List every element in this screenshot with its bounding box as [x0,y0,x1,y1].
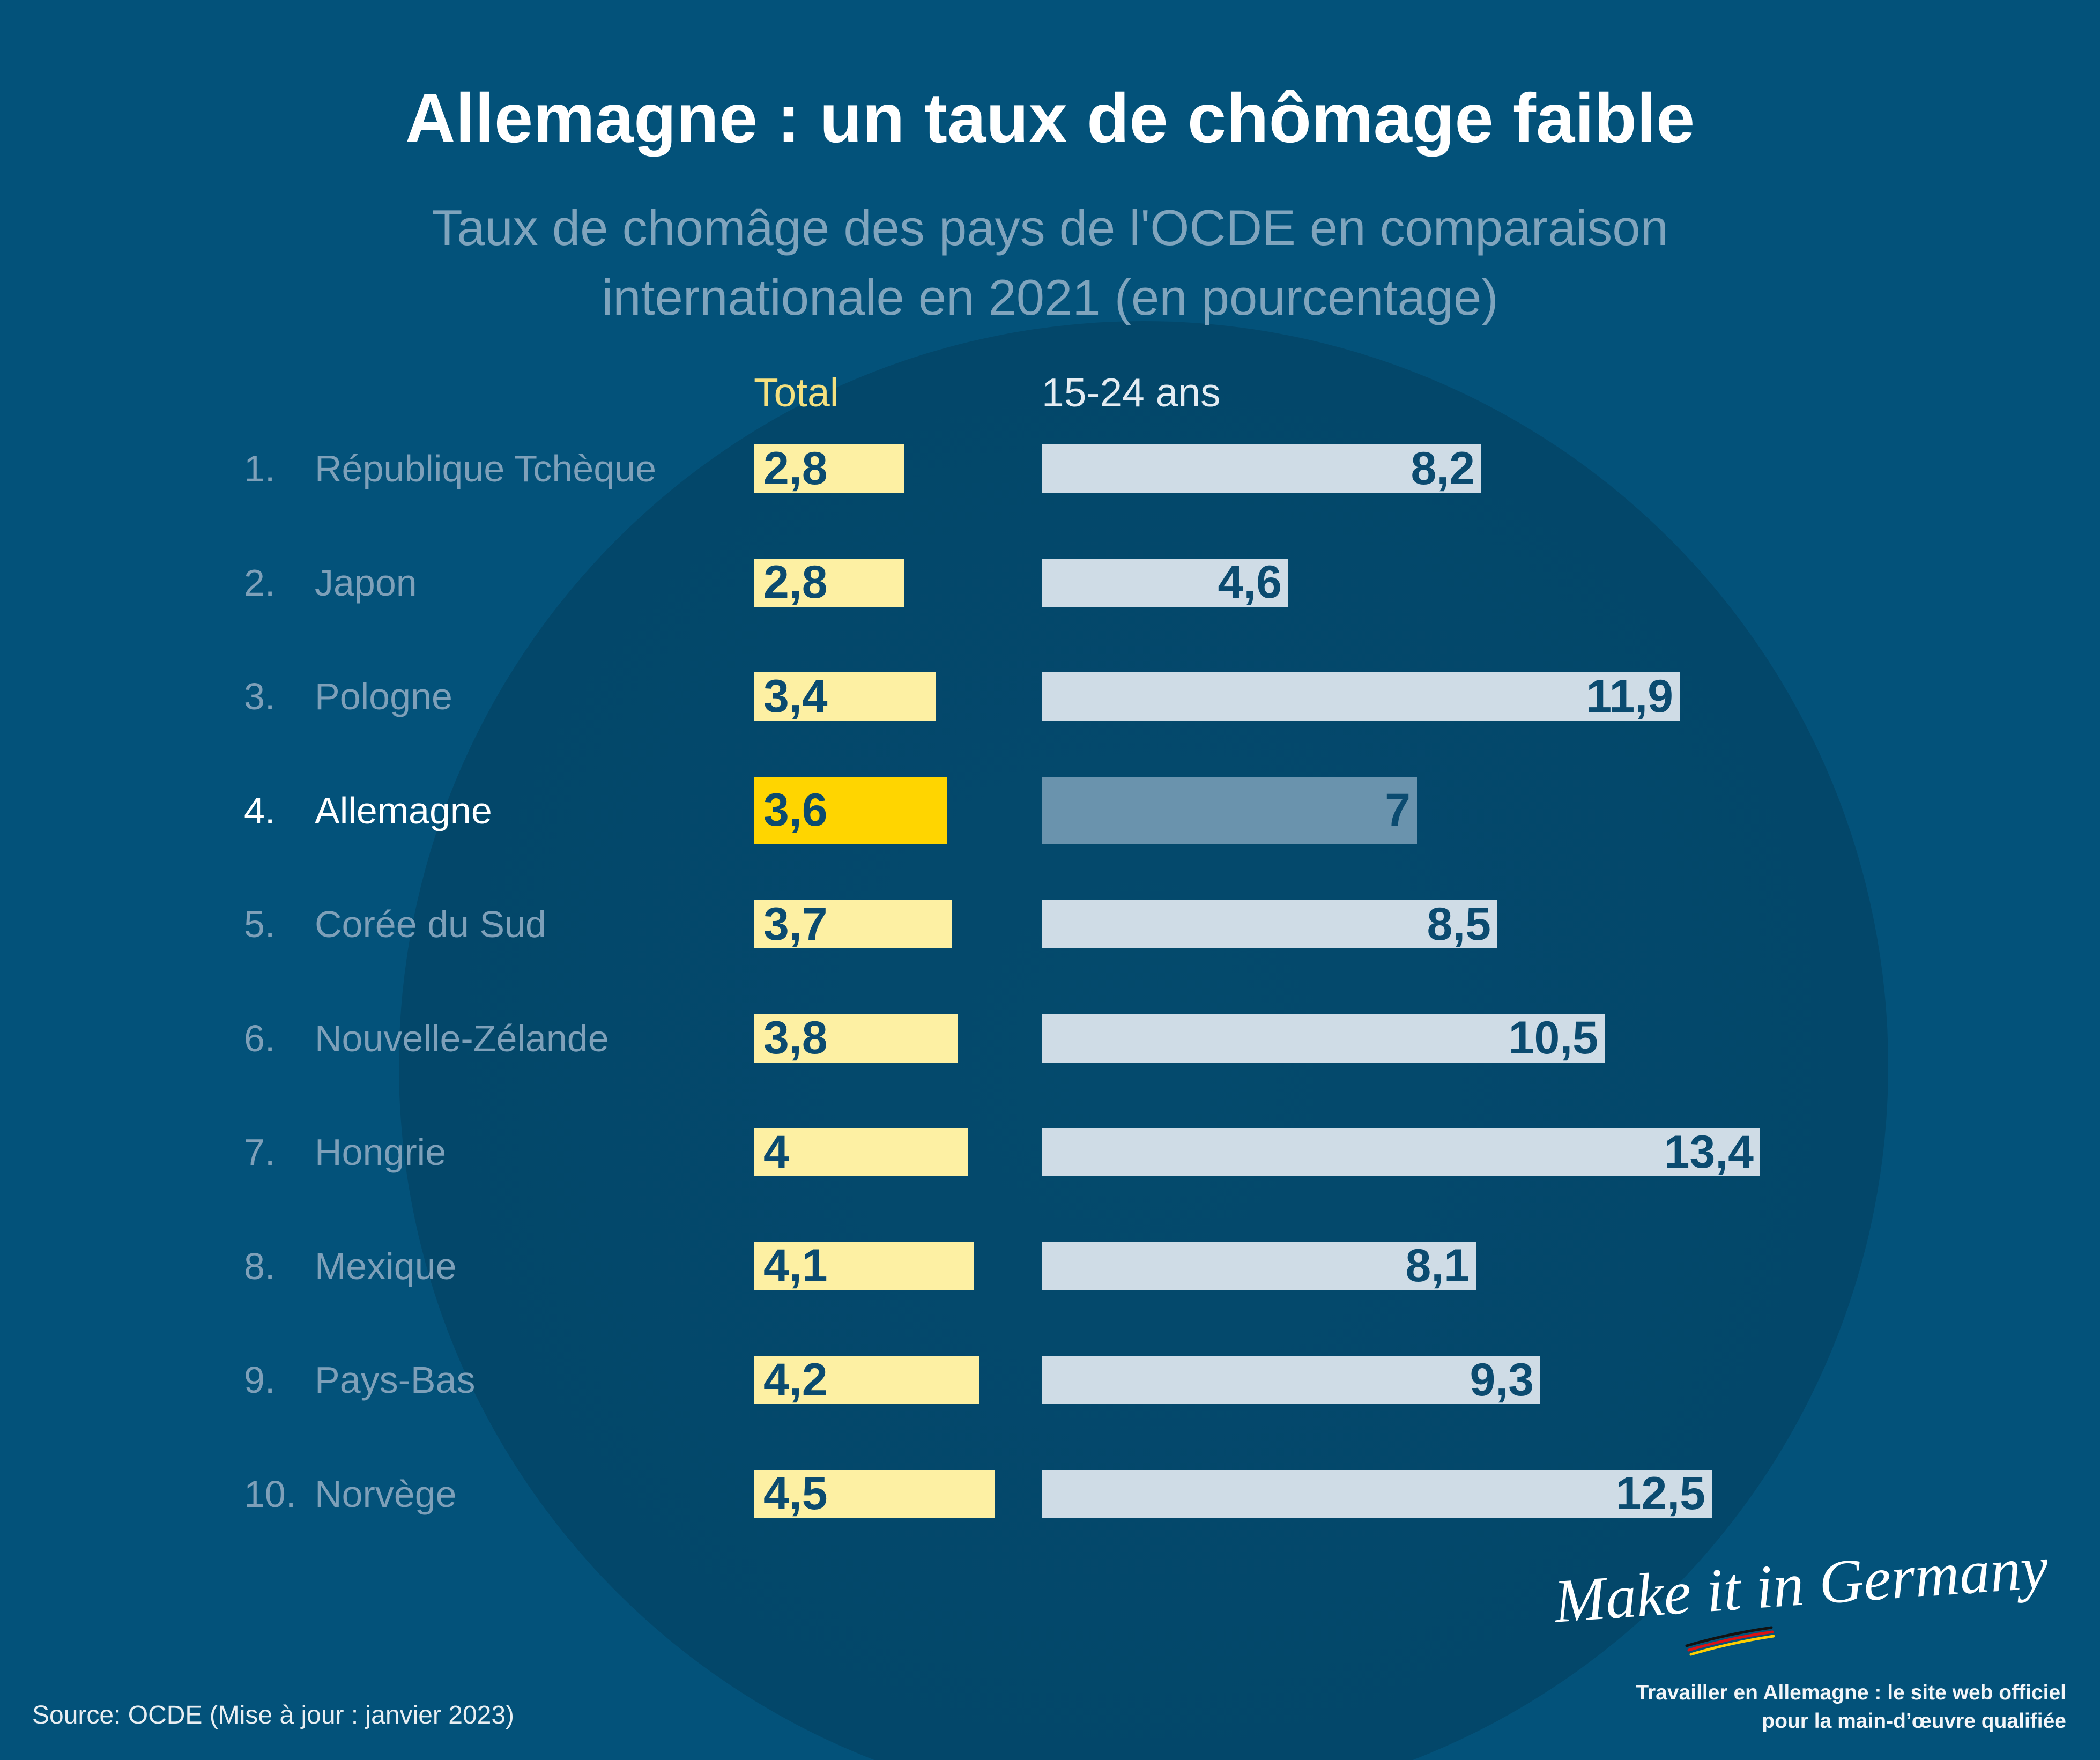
total-value-label-9: 4,2 [763,1354,828,1406]
total-bar-7: 4 [754,1126,968,1178]
total-value-label-7: 4 [763,1126,789,1178]
total-bar-4: 3,6 [754,777,947,844]
total-value-label-3: 3,4 [763,670,828,722]
total-bar-1: 2,8 [754,442,904,494]
total-value-label-2: 2,8 [763,556,828,608]
german-flag-swoosh-icon [1685,1626,1775,1656]
country-label-6: Nouvelle-Zélande [315,1017,609,1059]
total-value-label-8: 4,1 [763,1240,828,1291]
chart-subtitle-line-1: Taux de chomâge des pays de l'OCDE en co… [432,199,1668,256]
rank-number-8: 8. [244,1245,276,1287]
country-label-7: Hongrie [315,1131,447,1173]
total-column-header: Total [754,370,839,415]
total-value-label-4: 3,6 [763,784,828,836]
total-value-label-1: 2,8 [763,442,828,494]
country-label-3: Pologne [315,675,452,717]
youth-value-label-7: 13,4 [1664,1126,1754,1178]
rank-number-2: 2. [244,561,276,604]
total-value-label-5: 3,7 [763,898,828,950]
youth-bar-3: 11,9 [1042,670,1680,722]
total-value-label-10: 4,5 [763,1468,828,1519]
country-label-9: Pays-Bas [315,1359,476,1401]
footer-tagline: Travailler en Allemagne : le site web of… [1423,1679,2066,1735]
youth-value-label-8: 8,1 [1405,1240,1470,1291]
youth-value-label-10: 12,5 [1615,1468,1705,1519]
youth-bar-8: 8,1 [1042,1240,1476,1291]
country-label-8: Mexique [315,1245,457,1287]
rank-number-9: 9. [244,1359,276,1401]
total-bar-9: 4,2 [754,1354,979,1406]
youth-value-label-4: 7 [1385,784,1411,836]
youth-value-label-9: 9,3 [1470,1354,1534,1406]
youth-bar-4: 7 [1042,777,1417,844]
total-bar-2: 2,8 [754,556,904,608]
rank-number-10: 10. [244,1473,296,1515]
country-label-10: Norvège [315,1473,457,1515]
country-label-4: Allemagne [315,789,492,831]
youth-bar-5: 8,5 [1042,898,1497,950]
youth-bar-6: 10,5 [1042,1012,1605,1064]
total-bar-5: 3,7 [754,898,952,950]
footer-line-1: Travailler en Allemagne : le site web of… [1636,1681,2066,1704]
youth-bar-1: 8,2 [1042,442,1481,494]
source-note: Source: OCDE (Mise à jour : janvier 2023… [32,1701,515,1729]
rank-number-3: 3. [244,675,276,717]
country-label-2: Japon [315,561,417,604]
total-value-label-6: 3,8 [763,1012,828,1064]
total-bar-3: 3,4 [754,670,936,722]
youth-value-label-1: 8,2 [1411,442,1475,494]
total-bar-6: 3,8 [754,1012,958,1064]
youth-value-label-6: 10,5 [1508,1012,1598,1064]
youth-value-label-3: 11,9 [1586,670,1673,722]
rank-number-1: 1. [244,448,276,489]
total-bar-10: 4,5 [754,1468,995,1519]
footer-line-2: pour la main-d’œuvre qualifiée [1762,1710,2066,1733]
total-bar-8: 4,1 [754,1240,974,1291]
youth-bar-9: 9,3 [1042,1354,1540,1406]
country-label-1: République Tchèque [315,448,657,489]
youth-bar-2: 4,6 [1042,556,1288,608]
rank-number-5: 5. [244,903,276,945]
youth-bar-7: 13,4 [1042,1126,1760,1178]
youth-value-label-5: 8,5 [1427,898,1491,950]
chart-subtitle-line-2: internationale en 2021 (en pourcentage) [602,269,1498,325]
rank-number-6: 6. [244,1017,276,1059]
chart-title: Allemagne : un taux de chômage faible [405,79,1695,157]
youth-column-header: 15-24 ans [1042,370,1221,415]
rank-number-7: 7. [244,1131,276,1173]
youth-value-label-2: 4,6 [1218,556,1282,608]
country-label-5: Corée du Sud [315,903,546,945]
rank-number-4: 4. [244,789,276,831]
youth-bar-10: 12,5 [1042,1468,1712,1519]
